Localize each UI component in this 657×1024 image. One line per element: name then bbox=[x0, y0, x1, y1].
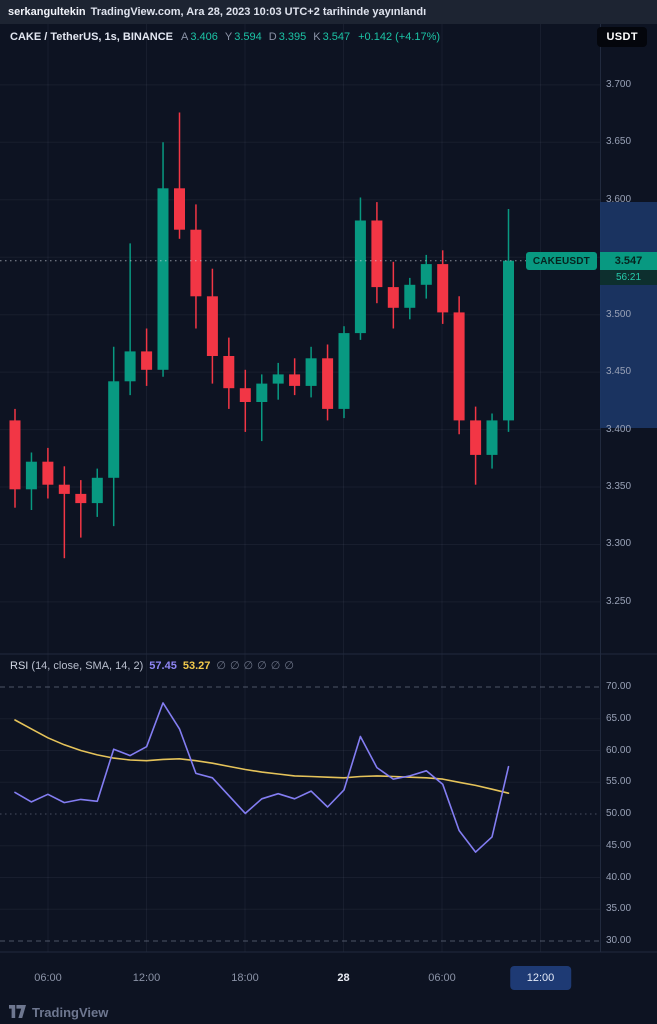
ohlc-label: Y bbox=[224, 31, 233, 43]
candle-body bbox=[503, 260, 514, 421]
candle-body bbox=[190, 229, 202, 297]
candle-body bbox=[9, 420, 21, 490]
rsi-sma-line bbox=[14, 719, 510, 795]
rsi-empty-values: ∅ ∅ ∅ ∅ ∅ ∅ bbox=[216, 659, 294, 672]
candle-body bbox=[174, 188, 185, 230]
candle-body bbox=[141, 351, 153, 370]
candle-body bbox=[486, 420, 498, 455]
candle-body bbox=[437, 264, 449, 313]
symbol-price-label: CAKEUSDT bbox=[525, 252, 597, 270]
candle-body bbox=[272, 374, 284, 384]
empty-value-icon: ∅ bbox=[243, 660, 254, 672]
rsi-line bbox=[14, 702, 510, 853]
candle-body bbox=[223, 356, 235, 389]
candle-body bbox=[108, 381, 120, 478]
footer-bar: TradingView bbox=[0, 1000, 657, 1024]
candle-body bbox=[25, 461, 37, 490]
candle-body bbox=[58, 484, 70, 494]
ohlc-value: 3.395 bbox=[278, 31, 307, 43]
current-price-tag: 3.547 bbox=[600, 252, 657, 270]
candle-body bbox=[354, 220, 366, 334]
rsi-legend: RSI (14, close, SMA, 14, 2) 57.45 53.27 … bbox=[10, 659, 294, 673]
ohlc-value: 3.594 bbox=[234, 31, 262, 43]
ohlc-values: A 3.406 Y 3.594 D 3.395 K 3.547 bbox=[181, 31, 350, 43]
candle-body bbox=[470, 420, 482, 455]
currency-toggle-button[interactable]: USDT bbox=[597, 27, 647, 47]
ohlc-value: 3.547 bbox=[322, 31, 351, 43]
rsi-current-value: 57.45 bbox=[149, 659, 177, 672]
chart-canvas[interactable] bbox=[0, 24, 657, 1000]
ohlc-pair: D 3.395 bbox=[269, 31, 306, 43]
rsi-params: (14, close, SMA, 14, 2) bbox=[31, 659, 144, 672]
empty-value-icon: ∅ bbox=[229, 660, 240, 672]
candle-body bbox=[371, 220, 383, 288]
rsi-indicator-title[interactable]: RSI (14, close, SMA, 14, 2) bbox=[10, 660, 143, 672]
ohlc-label: A bbox=[181, 31, 189, 43]
attribution-bar: serkangultekin TradingView.com, Ara 28, … bbox=[0, 0, 657, 24]
candle-body bbox=[75, 493, 87, 504]
candle-body bbox=[404, 284, 416, 308]
symbol-title[interactable]: CAKE / TetherUS, 1s, BINANCE bbox=[10, 31, 173, 43]
attribution-published-text: TradingView.com, Ara 28, 2023 10:03 UTC+… bbox=[90, 6, 427, 18]
symbol-legend: CAKE / TetherUS, 1s, BINANCE A 3.406 Y 3.59… bbox=[10, 31, 440, 43]
rsi-title-text: RSI bbox=[10, 659, 29, 672]
candle-body bbox=[42, 461, 54, 485]
candle-body bbox=[91, 477, 103, 504]
rsi-sma-value: 53.27 bbox=[182, 659, 211, 672]
empty-value-icon: ∅ bbox=[284, 660, 294, 672]
ohlc-pair: K 3.547 bbox=[313, 31, 350, 43]
empty-value-icon: ∅ bbox=[270, 660, 281, 672]
empty-value-icon: ∅ bbox=[257, 660, 267, 672]
candle-body bbox=[124, 351, 136, 382]
candle-body bbox=[256, 383, 268, 402]
candle-body bbox=[289, 374, 301, 386]
price-change: +0.142 (+4.17%) bbox=[358, 31, 441, 43]
candle-body bbox=[157, 188, 169, 370]
candle-body bbox=[338, 333, 350, 409]
candle-body bbox=[305, 358, 317, 386]
footer-brand[interactable]: TradingView bbox=[32, 1004, 109, 1020]
candle-body bbox=[420, 264, 432, 285]
candle-body bbox=[387, 287, 399, 308]
empty-value-icon: ∅ bbox=[216, 660, 226, 672]
candle-body bbox=[206, 296, 218, 356]
candle-body bbox=[322, 358, 334, 409]
ohlc-label: D bbox=[268, 31, 277, 43]
ohlc-label: K bbox=[313, 31, 321, 43]
attribution-author: serkangultekin bbox=[8, 6, 86, 18]
tradingview-logo-icon[interactable] bbox=[9, 1005, 26, 1019]
candle-body bbox=[239, 388, 251, 402]
ohlc-pair: Y 3.594 bbox=[225, 31, 262, 43]
ohlc-pair: A 3.406 bbox=[181, 31, 218, 43]
price-axis-highlight bbox=[600, 202, 657, 428]
ohlc-value: 3.406 bbox=[190, 31, 218, 43]
bar-countdown: 56:21 bbox=[600, 270, 657, 285]
candle-body bbox=[453, 312, 465, 421]
